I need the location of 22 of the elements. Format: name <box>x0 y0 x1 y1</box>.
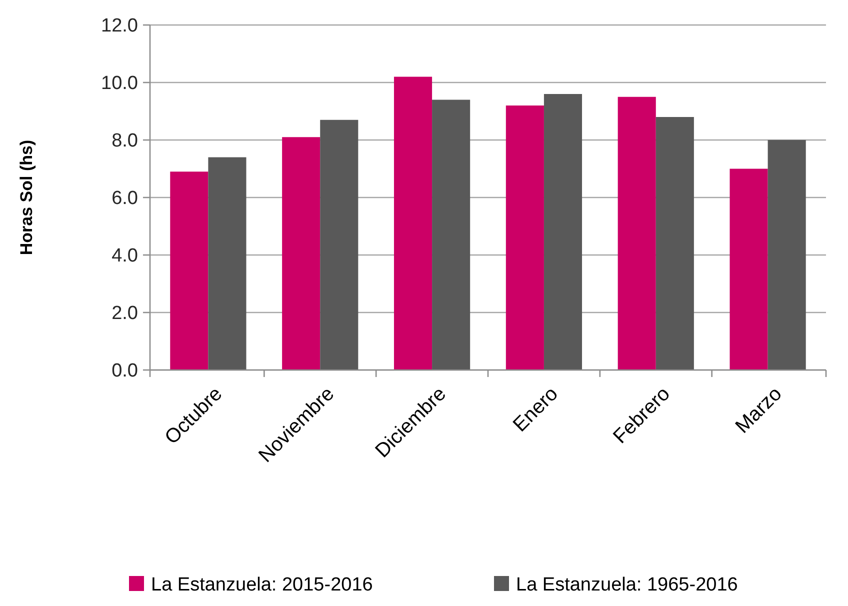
bar <box>506 106 544 370</box>
legend-label: La Estanzuela: 2015-2016 <box>151 574 373 596</box>
bar <box>618 96 656 370</box>
y-tick-label: 8.0 <box>112 130 138 152</box>
legend-label: La Estanzuela: 1965-2016 <box>516 574 738 596</box>
bar <box>320 120 358 370</box>
bar <box>282 137 320 370</box>
y-tick-label: 10.0 <box>101 73 138 94</box>
bar <box>432 100 470 370</box>
y-axis-title: Horas Sol (hs) <box>17 140 36 256</box>
y-tick-label: 6.0 <box>112 188 138 210</box>
y-tick-label: 12.0 <box>101 16 138 37</box>
bar <box>394 76 432 370</box>
y-tick-label: 4.0 <box>112 246 138 267</box>
y-tick-label: 0.0 <box>112 360 138 382</box>
y-tick-label: 2.0 <box>112 303 138 324</box>
bar <box>768 140 806 370</box>
bar <box>730 168 768 370</box>
bar <box>170 172 208 370</box>
bar <box>656 117 694 370</box>
bar <box>544 94 582 370</box>
bar <box>208 157 246 370</box>
